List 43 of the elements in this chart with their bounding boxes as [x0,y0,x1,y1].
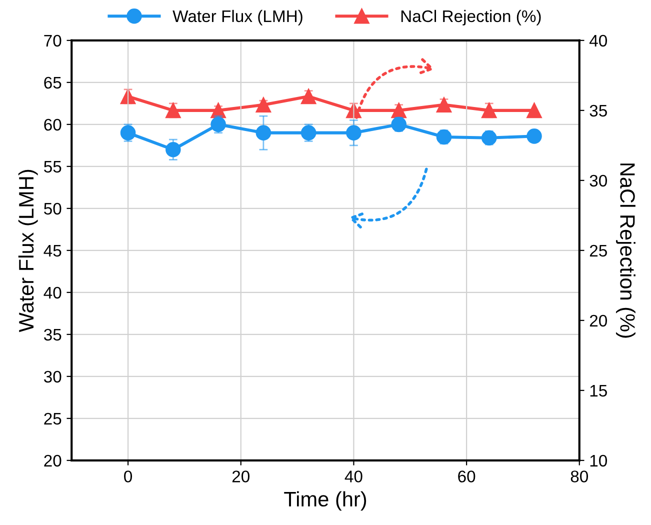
y-tick-label: 55 [44,161,62,173]
x-tick-label: 40 [344,470,362,482]
point [300,125,316,140]
point [166,142,181,158]
y2-axis-title: NaCl Rejection (%) [616,164,636,338]
point [436,97,452,112]
point [120,125,136,140]
x-tick-label: 0 [124,470,132,482]
x-tick-label: 60 [458,470,476,482]
y-axis-title: Water Flux (LMH) [18,170,38,332]
point [256,125,272,140]
y2-tick-label: 40 [589,34,607,47]
point [481,102,497,118]
y-tick-label: 25 [44,412,62,425]
point [526,102,542,118]
point [210,102,226,118]
point [300,88,316,104]
x-tick-label: 80 [570,470,588,482]
point [346,125,362,140]
y2-tick-label: 35 [590,104,607,117]
y-tick-label: 60 [44,118,62,131]
y2-tick-label: 20 [590,314,607,327]
x-tick-label: 20 [232,470,250,482]
legend-label: NaCl Rejection (%) [401,10,541,26]
y2-tick-label: 25 [590,244,607,257]
x-axis-title: Time (hr) [284,491,366,511]
y-tick-label: 35 [44,328,62,341]
y-tick-label: 45 [44,245,62,257]
y2-tick-label: 30 [590,174,607,187]
point [256,97,272,112]
y-tick-label: 40 [44,286,62,299]
point [436,129,452,145]
y-tick-label: 20 [44,454,62,467]
y2-tick-label: 15 [590,385,607,397]
y-tick-label: 65 [44,76,62,89]
point [120,88,136,104]
legend-label: Water Flux (LMH) [172,10,302,26]
y-tick-label: 30 [44,370,62,383]
point [481,130,497,146]
y-tick-label: 50 [44,202,62,215]
point [526,128,542,144]
y2-tick-label: 10 [590,454,607,467]
y-tick-label: 70 [44,34,62,47]
